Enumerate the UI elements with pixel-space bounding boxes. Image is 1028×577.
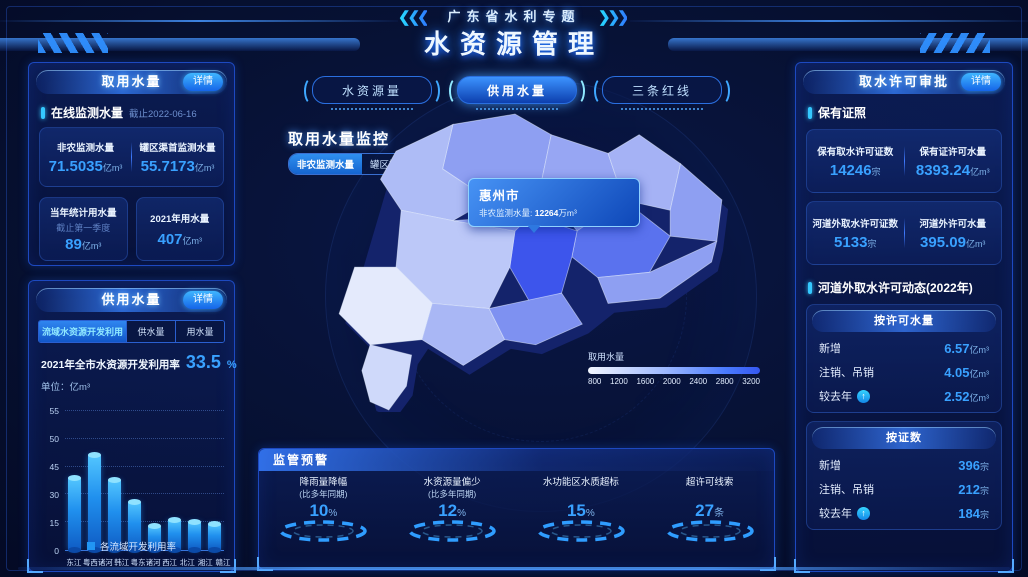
stat-nonfarm: 非农监测水量 71.5035亿m³ [48, 142, 123, 175]
chevron-right-icon: ❯❯❯ [598, 9, 630, 26]
stat-value: 55.7173 [140, 157, 195, 175]
detail-button[interactable]: 详情 [183, 291, 223, 309]
utilization-value: 33.5 [185, 352, 221, 372]
header-line-right [630, 20, 1028, 22]
stat-2021: 2021年用水量 407亿m³ [135, 197, 224, 261]
map-color-legend: 取用水量 800 1200 1600 2000 2400 2800 3200 [588, 350, 760, 386]
panel-title: 取水许可审批 [858, 74, 949, 89]
panel-water-intake: 取用水量 详情 在线监测水量 截止2022-06-16 非农监测水量 71.50… [28, 62, 235, 266]
warning-item-quality: 水功能区水质超标 15% [517, 477, 646, 543]
bar[interactable] [128, 498, 142, 554]
bar[interactable] [167, 517, 181, 553]
bar[interactable] [88, 452, 102, 553]
section-label: 保有证照 [818, 106, 867, 120]
x-axis-labels: 东江 粤西诸河 韩江 粤东诸河 西江 北江 湘江 赣江 [66, 558, 231, 567]
page-title: 水资源管理 [423, 29, 604, 59]
stat-canal: 罐区渠首监测水量 55.7173亿m³ [139, 142, 216, 175]
y-axis-labels: 55 50 45 30 15 0 [49, 406, 59, 556]
pedestal-icon [408, 520, 496, 542]
panel-title: 监管预警 [259, 449, 774, 471]
section-marker-icon [41, 106, 45, 119]
stat-value: 407 [157, 230, 183, 248]
header-stripes-left [38, 33, 108, 53]
tab-use-volume[interactable]: 用水量 [175, 321, 224, 342]
stat-value: 8393.24 [915, 161, 971, 179]
section-marker-icon [808, 106, 812, 119]
legend-ticks: 800 1200 1600 2000 2400 2800 3200 [588, 377, 760, 386]
legend-gradient-bar [588, 367, 760, 374]
bottom-frame-line [18, 567, 1010, 570]
plot-area [65, 410, 224, 554]
section-marker-icon [808, 281, 812, 294]
by-certificate-count-card: 按证数 新增 396宗 注销、吊销 212宗 较去年 ↑ 184宗 [806, 421, 1002, 530]
bar[interactable] [207, 521, 221, 553]
legend-label: 各流域开发利用率 [99, 542, 176, 553]
bars [65, 411, 224, 554]
stat-value: 89 [65, 236, 82, 253]
map-tooltip: 惠州市 非农监测水量: 12264万m³ [468, 178, 640, 233]
toggle-nonfarm[interactable]: 非农监测水量 [289, 154, 363, 174]
tab-basin-utilization[interactable]: 流域水资源开发利用 [39, 321, 127, 342]
pedestal-icon [279, 520, 368, 542]
warning-item-water-shortage: 水资源量偏少 (比多年同期) 12% [388, 477, 517, 543]
by-permitted-volume-card: 按许可水量 新增 6.57亿m³ 注销、吊销 4.05亿m³ 较去年 ↑ 2.52亿m³ [806, 304, 1002, 413]
bar[interactable] [68, 474, 82, 554]
pedestal-icon [665, 520, 754, 542]
supply-tabs: 流域水资源开发利用 供水量 用水量 [38, 320, 225, 343]
panel-permit-approval: 取水许可审批 详情 保有证照 保有取水许可证数 14246宗 保有证许可水量 8… [794, 62, 1014, 573]
permit-outside-card: 河道外取水许可证数 5133宗 河道外许可水量 395.09亿m³ [806, 201, 1002, 265]
map-title: 取用水量监控 [288, 131, 391, 148]
warning-value: 10 [309, 501, 329, 521]
stat-value: 14246 [829, 161, 872, 179]
header-subtitle: 广东省水利专题 [447, 9, 581, 24]
tooltip-city: 惠州市 [479, 189, 520, 203]
legend-swatch [86, 542, 95, 550]
up-arrow-icon: ↑ [857, 506, 870, 520]
legend-title: 取用水量 [588, 352, 625, 362]
bar[interactable] [187, 519, 201, 553]
up-arrow-icon: ↑ [857, 389, 870, 403]
section-label: 在线监测水量 [51, 106, 124, 120]
stat-value: 395.09 [920, 233, 966, 251]
section-label: 河道外取水许可动态(2022年) [818, 281, 973, 295]
warning-item-rainfall: 降雨量降幅 (比多年同期) 10% [259, 477, 388, 543]
intake-monitor-card: 非农监测水量 71.5035亿m³ 罐区渠首监测水量 55.7173亿m³ [39, 127, 224, 187]
basin-bar-chart: 55 50 45 30 15 0 [39, 406, 226, 556]
chart-unit-label: 单位：亿m³ [41, 382, 91, 393]
tooltip-value: 12264 [534, 208, 559, 218]
pedestal-icon [537, 520, 625, 542]
tab-three-red-lines[interactable]: 三条红线 [594, 76, 730, 110]
header-line-left [0, 20, 398, 22]
subcard-header: 按证数 [812, 427, 996, 449]
warning-value: 15 [566, 500, 586, 520]
stat-value: 5133 [834, 233, 868, 251]
warning-item-over-permit: 超许可线索 27条 [645, 477, 774, 543]
subcard-header: 按许可水量 [812, 310, 996, 332]
guangdong-map[interactable]: 惠州市 非农监测水量: 12264万m³ [295, 112, 735, 420]
stat-value: 71.5035 [48, 157, 103, 175]
bar[interactable] [108, 476, 122, 554]
tab-water-resources[interactable]: 水资源量 [304, 76, 440, 110]
tab-supply-use[interactable]: 供用水量 [449, 76, 585, 110]
tab-supply-volume[interactable]: 供水量 [126, 321, 176, 342]
utilization-label: 2021年全市水资源开发利用率 [41, 359, 180, 371]
bar[interactable] [147, 522, 161, 554]
section-asof: 截止2022-06-16 [129, 109, 197, 120]
header-stripes-right [920, 33, 990, 53]
panel-title: 供用水量 [101, 292, 162, 307]
chevron-left-icon: ❮❮❮ [398, 9, 430, 26]
warning-value: 12 [438, 501, 458, 521]
detail-button[interactable]: 详情 [183, 73, 223, 91]
panel-supply-use: 供用水量 详情 流域水资源开发利用 供水量 用水量 2021年全市水资源开发利用… [27, 280, 237, 573]
panel-title: 取用水量 [101, 74, 162, 89]
detail-button[interactable]: 详情 [961, 73, 1001, 91]
divider [131, 142, 132, 172]
panel-supervision-warning: 监管预警 降雨量降幅 (比多年同期) 10% 水资源量偏少 (比多年同期) 12… [257, 448, 776, 571]
stat-current-year: 当年统计用水量 截止第一季度 89亿m³ [39, 197, 128, 261]
permit-held-card: 保有取水许可证数 14246宗 保有证许可水量 8393.24亿m³ [806, 129, 1002, 193]
warning-value: 27 [695, 500, 715, 520]
